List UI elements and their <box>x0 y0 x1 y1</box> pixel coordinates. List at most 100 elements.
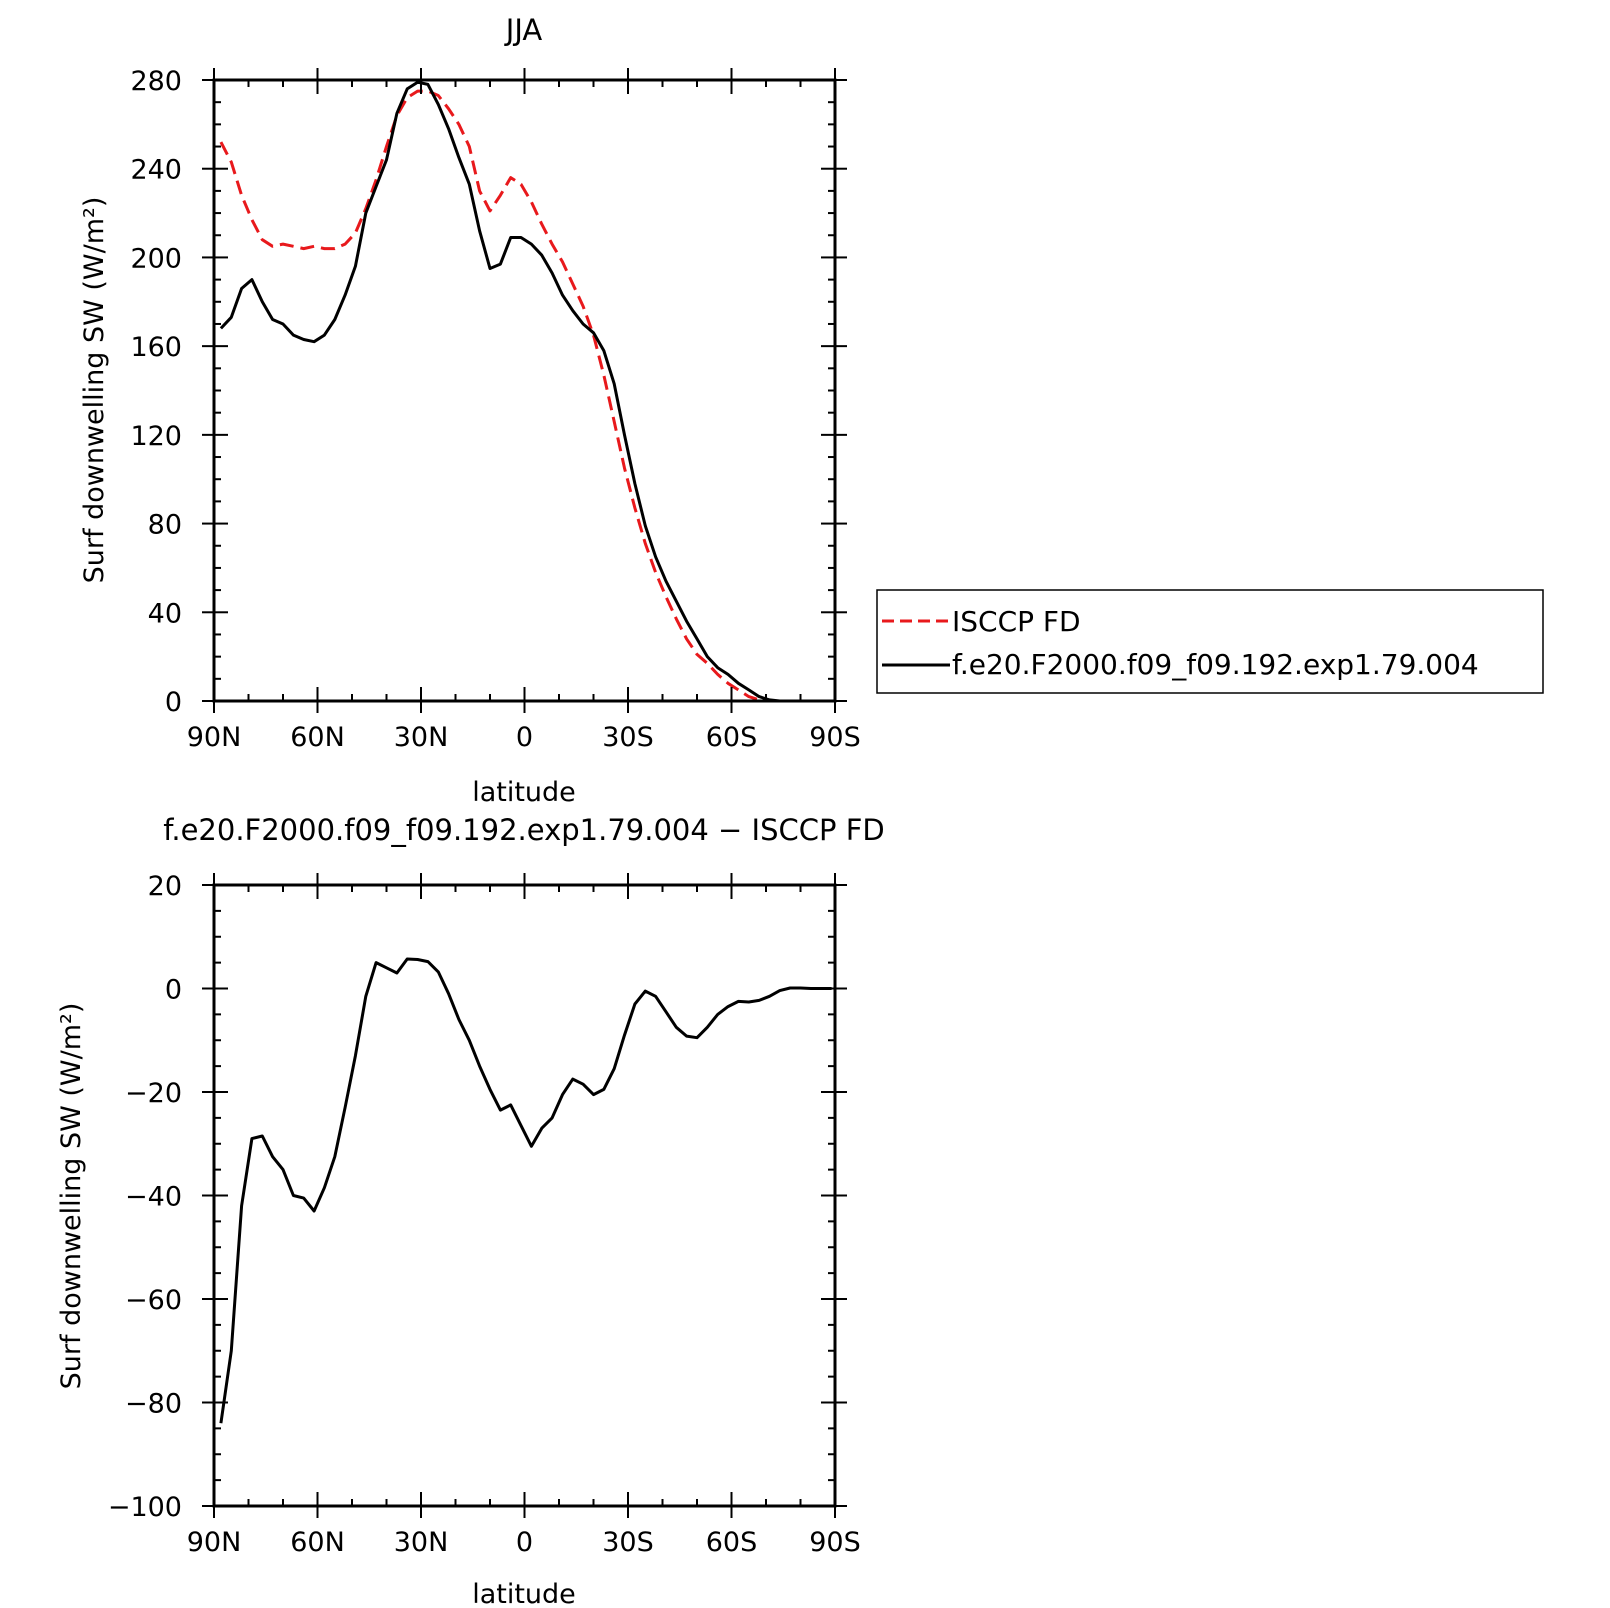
bottom-series-0-point <box>499 1109 501 1111</box>
top-series-1-point <box>748 689 750 691</box>
top-y-tick-label: 280 <box>130 66 182 97</box>
bottom-y-tick-label: −60 <box>125 1285 182 1316</box>
top-series-1-point <box>603 349 605 351</box>
bottom-series-0-point <box>354 1055 356 1057</box>
top-series-0-point <box>292 245 294 247</box>
top-series-0-point <box>230 161 232 163</box>
bottom-series-0-point <box>582 1083 584 1085</box>
top-series-0-point <box>551 243 553 245</box>
bottom-series-0-point <box>303 1197 305 1199</box>
top-panel: JJA 90N 60N 30N 0 30S 60S 90S 0 40 80 120 160 200 240… <box>79 13 861 808</box>
top-series-0-point <box>510 176 512 178</box>
top-series-1-point <box>323 334 325 336</box>
bottom-series-0-point <box>251 1137 253 1139</box>
top-series-line-0 <box>219 89 832 703</box>
top-y-tick-label: 200 <box>130 243 182 274</box>
bottom-series-0-point <box>737 1000 739 1002</box>
top-series-0-point <box>323 247 325 249</box>
top-x-tick-label: 0 <box>516 722 533 753</box>
top-series-1-point <box>303 338 305 340</box>
bottom-series-0-point <box>758 999 760 1001</box>
bottom-series-0-point <box>427 960 429 962</box>
bottom-series-0-point <box>654 995 656 997</box>
top-series-1-point <box>758 695 760 697</box>
bottom-series-0-point <box>768 995 770 997</box>
top-series-0-point <box>240 194 242 196</box>
top-series-1-point <box>489 267 491 269</box>
bottom-series-0-point <box>561 1093 563 1095</box>
top-x-tick-label: 30S <box>602 722 654 753</box>
top-x-tick-label: 90S <box>809 722 861 753</box>
top-series-1-point <box>406 88 408 90</box>
top-series-0-point <box>416 90 418 92</box>
top-series-1-point <box>551 272 553 274</box>
bottom-series-0-point <box>592 1093 594 1095</box>
top-series-1-point <box>344 294 346 296</box>
top-series-1-point <box>727 673 729 675</box>
bottom-series-0-point <box>220 1422 222 1424</box>
bottom-series-0-point <box>292 1194 294 1196</box>
bottom-series-0-point <box>613 1068 615 1070</box>
top-series-1-point <box>675 600 677 602</box>
top-series-1-point <box>510 236 512 238</box>
top-series-0-point <box>354 232 356 234</box>
top-series-0-point <box>427 90 429 92</box>
bottom-x-tick-label: 0 <box>516 1527 533 1558</box>
top-series-0-point <box>271 245 273 247</box>
top-series-1-point <box>282 323 284 325</box>
bottom-series-0-point <box>323 1187 325 1189</box>
bottom-x-tick-label: 30N <box>394 1527 449 1558</box>
top-series-0-point <box>334 247 336 249</box>
bottom-series-0-point <box>282 1168 284 1170</box>
bottom-x-tick-label: 90N <box>187 1527 242 1558</box>
bottom-series-0-point <box>551 1117 553 1119</box>
top-series-1-point <box>541 254 543 256</box>
bottom-series-0-point <box>416 958 418 960</box>
top-series-0-point <box>654 571 656 573</box>
bottom-y-tick-label: −80 <box>125 1389 182 1420</box>
top-y-tick-label: 120 <box>130 421 182 452</box>
top-series-0-point <box>282 243 284 245</box>
top-series-1-point <box>271 318 273 320</box>
top-series-1-point <box>592 332 594 334</box>
bottom-series-0-point <box>623 1034 625 1036</box>
top-series-0-point <box>665 596 667 598</box>
top-series-0-point <box>406 97 408 99</box>
bottom-series-0-point <box>644 990 646 992</box>
top-series-0-point <box>530 201 532 203</box>
bottom-series-0-point <box>261 1135 263 1137</box>
bottom-series-0-point <box>385 967 387 969</box>
bottom-series-0-point <box>468 1039 470 1041</box>
bottom-series-0-point <box>478 1065 480 1067</box>
top-series-0-point <box>541 223 543 225</box>
top-series-0-point <box>737 689 739 691</box>
legend-box <box>876 589 1544 694</box>
bottom-series-0-point <box>375 961 377 963</box>
legend-label-isccp: ISCCP FD <box>952 605 1081 638</box>
top-series-1-point <box>427 83 429 85</box>
top-x-tick-label: 90N <box>187 722 242 753</box>
top-series-0-point <box>478 190 480 192</box>
top-series-0-point <box>644 542 646 544</box>
top-series-1-point <box>478 230 480 232</box>
top-series-1-point <box>437 103 439 105</box>
top-series-1-point <box>644 525 646 527</box>
bottom-series-0-point <box>510 1104 512 1106</box>
bottom-series-0-point <box>696 1037 698 1039</box>
bottom-series-0-point <box>779 989 781 991</box>
top-series-0-point <box>261 239 263 241</box>
top-series-0-point <box>623 467 625 469</box>
top-series-0-point <box>675 618 677 620</box>
top-y-axis-label: Surf downwelling SW (W/m²) <box>79 197 110 584</box>
top-series-1-point <box>334 318 336 320</box>
bottom-series-0-point <box>458 1018 460 1020</box>
bottom-series-0-point <box>634 1003 636 1005</box>
bottom-y-tick-label: −20 <box>125 1078 182 1109</box>
top-series-1-point <box>240 287 242 289</box>
bottom-series-0-point <box>271 1156 273 1158</box>
top-series-0-point <box>603 374 605 376</box>
top-series-1-point <box>582 323 584 325</box>
bottom-series-0-point <box>365 995 367 997</box>
top-series-0-point <box>696 653 698 655</box>
